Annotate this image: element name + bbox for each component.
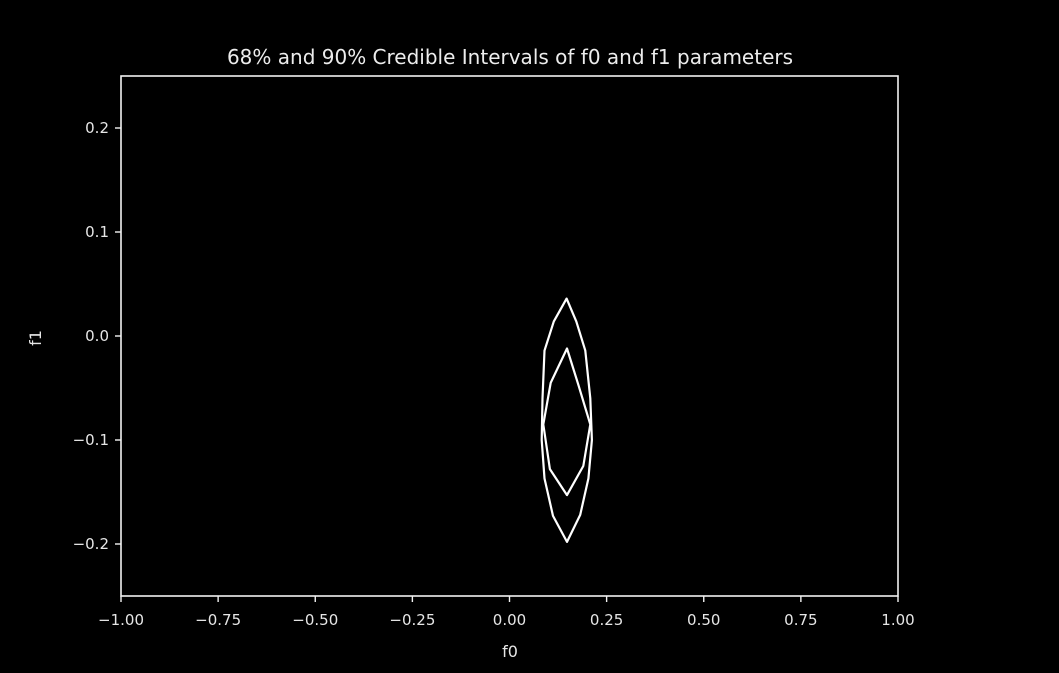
x-tick-label: −0.25 [389, 611, 435, 629]
x-axis-label: f0 [502, 642, 518, 661]
x-tick-label: −0.75 [195, 611, 241, 629]
plot-area-frame [120, 75, 899, 597]
x-tick-label: 1.00 [881, 611, 914, 629]
y-axis-label: f1 [26, 330, 45, 346]
x-tick-label: 0.50 [687, 611, 720, 629]
y-tick-label: 0.1 [85, 223, 109, 241]
contour-90pct [540, 297, 594, 544]
contour-68pct [542, 347, 592, 497]
chart-title: 68% and 90% Credible Intervals of f0 and… [227, 45, 793, 69]
x-tick-label: 0.25 [590, 611, 623, 629]
x-tick-label: −1.00 [98, 611, 144, 629]
x-axis: −1.00 −0.75 −0.50 −0.25 0.00 0.25 0.50 0.75 1.00 [98, 596, 915, 629]
y-tick-label: 0.0 [85, 327, 109, 345]
y-axis: 0.2 0.1 0.0 −0.1 −0.2 [73, 119, 121, 553]
x-tick-label: 0.00 [493, 611, 526, 629]
y-tick-label: −0.2 [73, 535, 109, 553]
x-tick-label: 0.75 [784, 611, 817, 629]
contour-lines [540, 297, 594, 544]
y-tick-label: 0.2 [85, 119, 109, 137]
y-tick-label: −0.1 [73, 431, 109, 449]
x-tick-label: −0.50 [292, 611, 338, 629]
